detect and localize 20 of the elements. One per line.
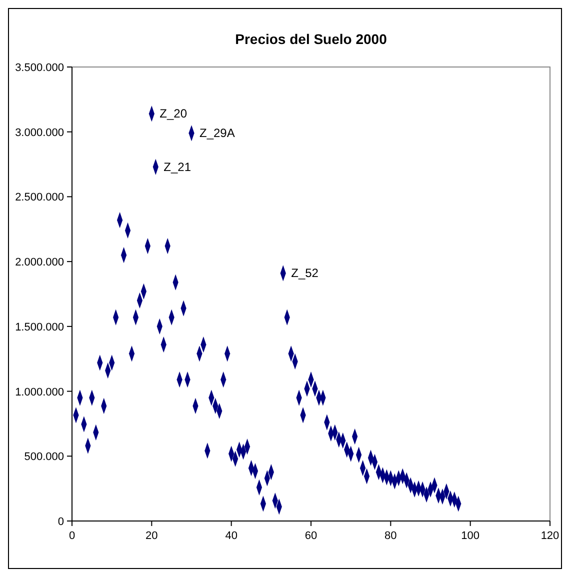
y-tick-label: 3.500.000 xyxy=(15,62,64,74)
y-tick-label: 3.000.000 xyxy=(15,126,64,139)
y-tick-label: 1.500.000 xyxy=(15,321,64,334)
annotation: Z_20 xyxy=(160,106,188,121)
annotation: Z_21 xyxy=(164,160,192,174)
x-tick-label: 0 xyxy=(68,530,76,542)
x-tick-label: 100 xyxy=(461,530,480,542)
x-tick-label: 20 xyxy=(146,530,158,542)
x-tick-label: 60 xyxy=(304,530,318,542)
chart-title: Precios del Suelo 2000 xyxy=(235,31,388,47)
annotation: Z_29A xyxy=(200,126,235,140)
x-tick-label: 40 xyxy=(225,530,238,542)
y-tick-label: 0 xyxy=(58,516,64,528)
y-tick-label: 1.000.000 xyxy=(15,386,64,398)
y-tick-label: 500.000 xyxy=(24,451,64,464)
y-tick-label: 2.000.000 xyxy=(15,256,64,269)
x-tick-label: 120 xyxy=(540,530,560,542)
annotation: Z_52 xyxy=(291,266,319,280)
x-tick-label: 80 xyxy=(384,530,397,542)
y-tick-label: 2.500.000 xyxy=(15,192,64,204)
